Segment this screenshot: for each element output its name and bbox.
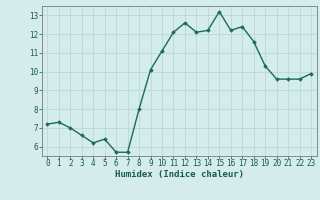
X-axis label: Humidex (Indice chaleur): Humidex (Indice chaleur) [115,170,244,179]
